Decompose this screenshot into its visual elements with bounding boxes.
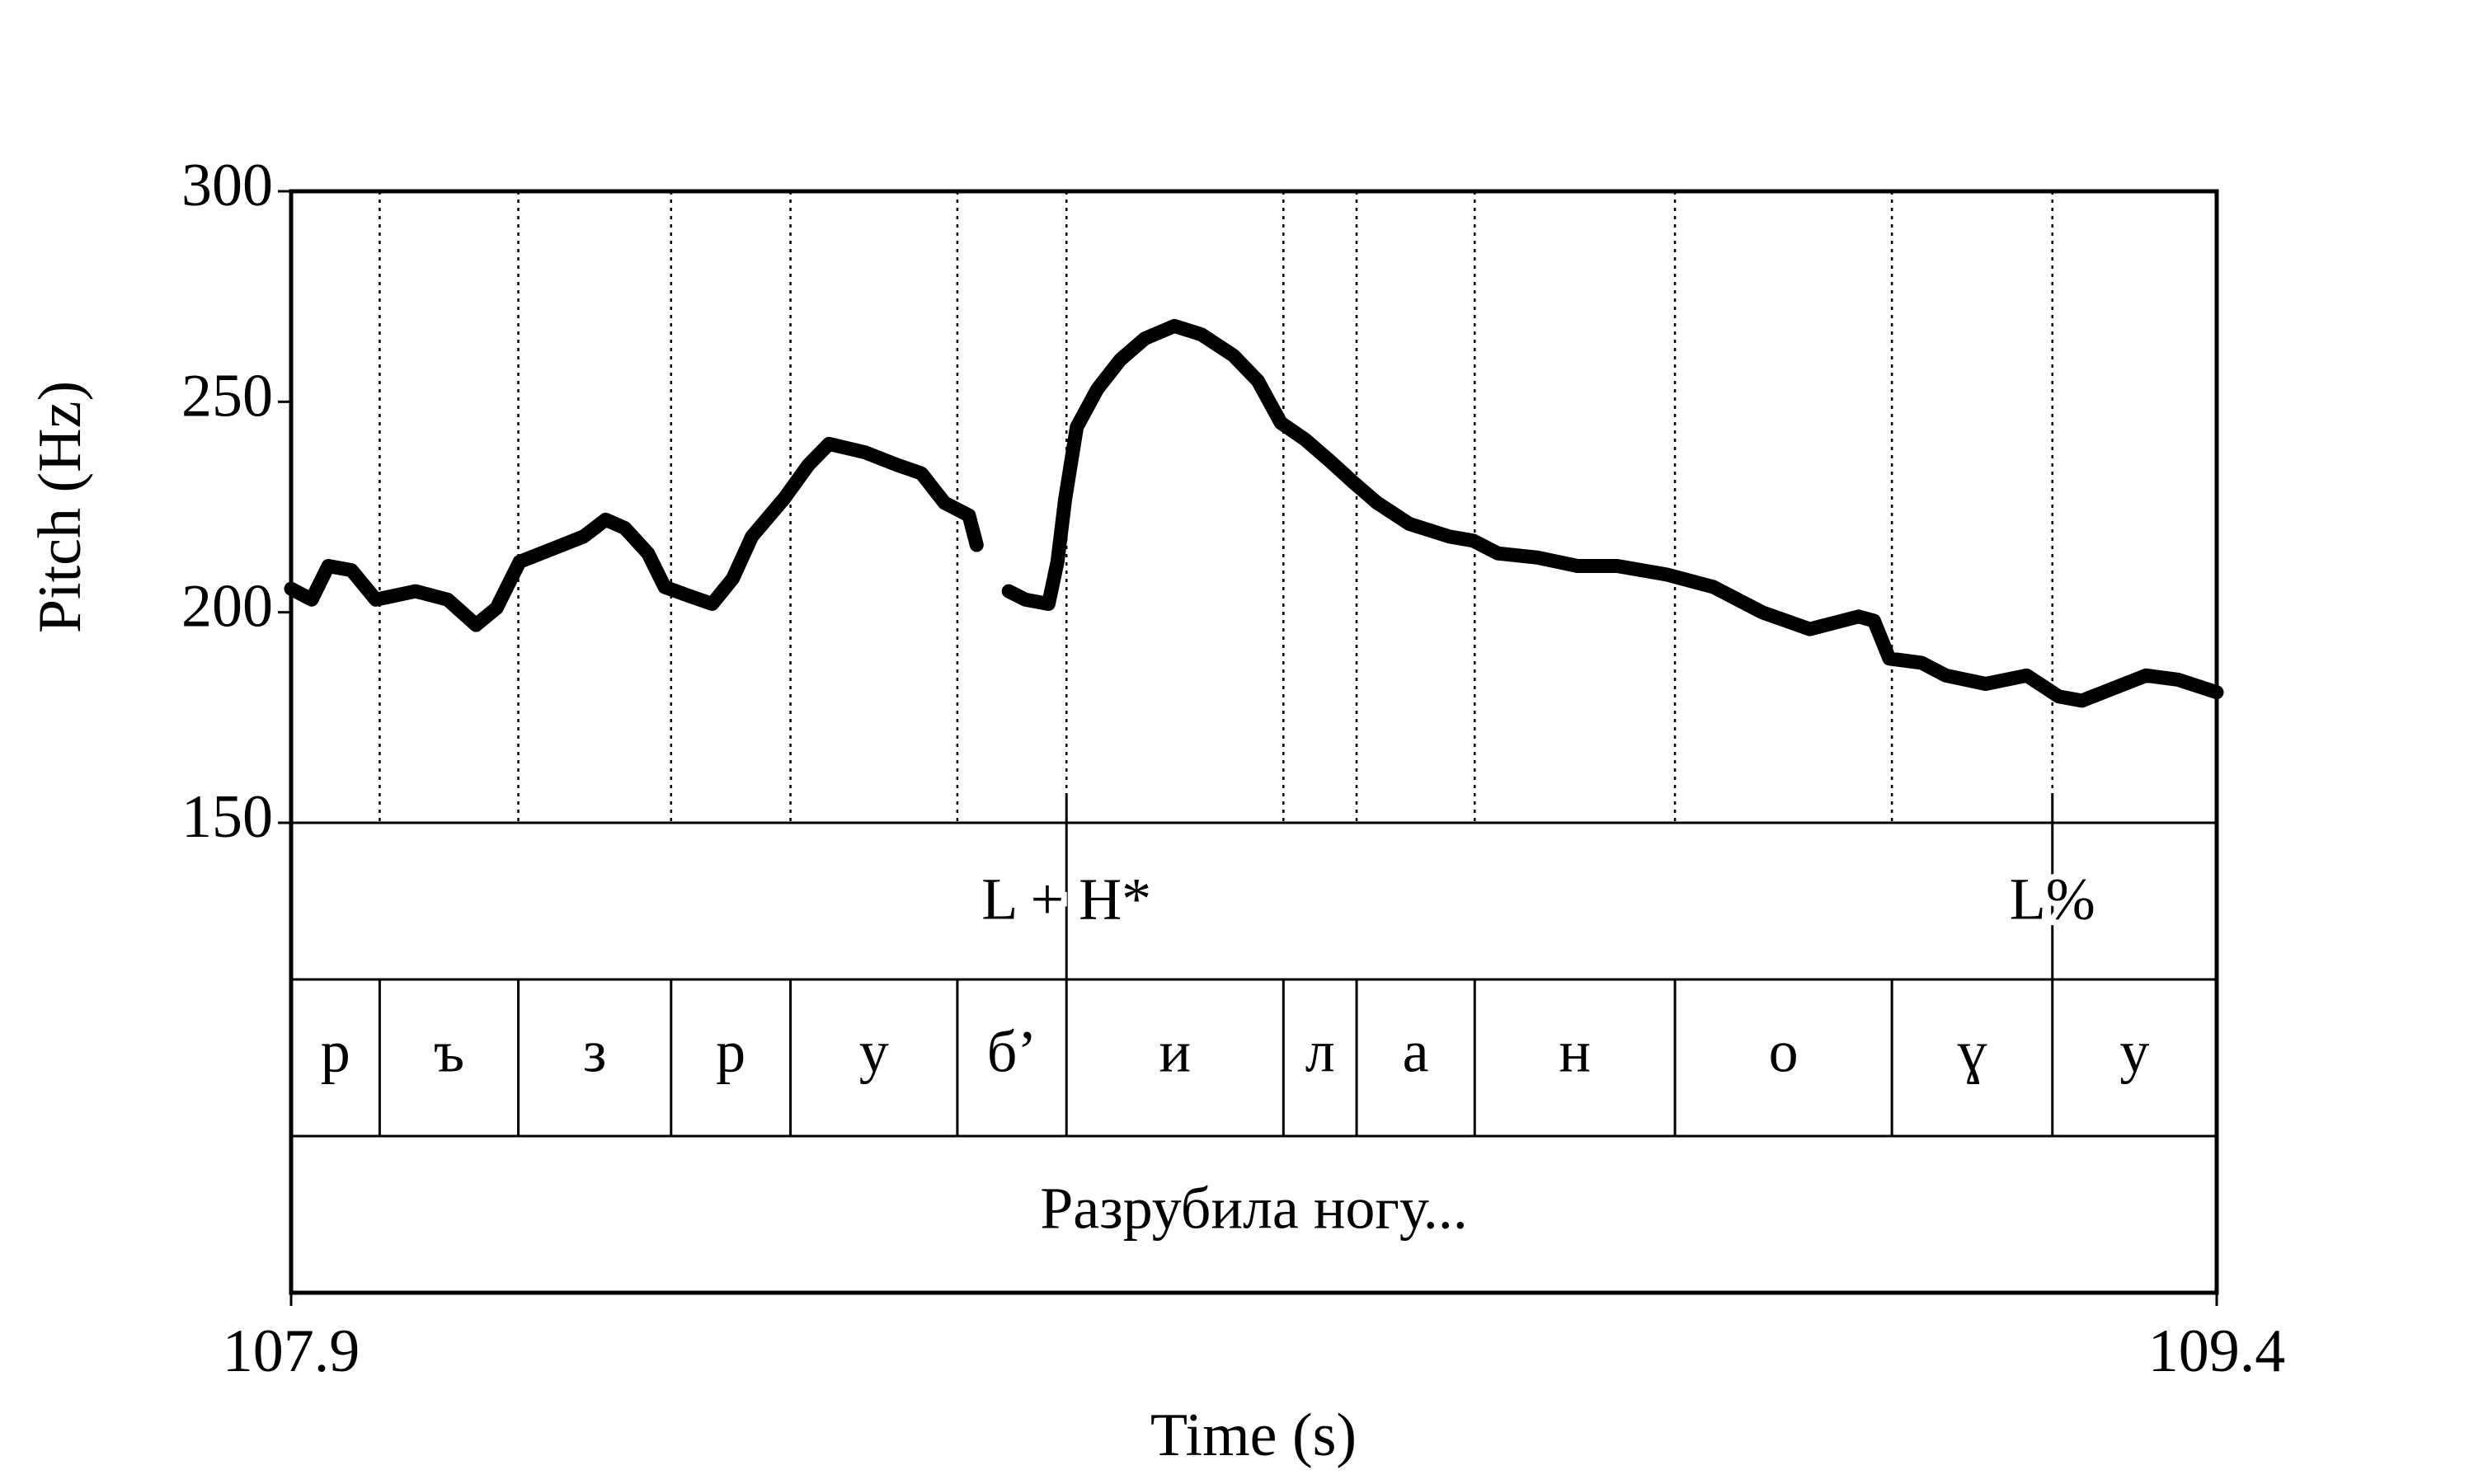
segment-label: а — [1403, 1019, 1429, 1085]
segment-label: р — [716, 1019, 745, 1085]
tone-label: L% — [2010, 866, 2095, 932]
segment-label: з — [583, 1019, 606, 1085]
segment-label: н — [1559, 1019, 1591, 1085]
segment-label: ъ — [434, 1019, 464, 1085]
pitch-line — [284, 318, 2224, 708]
frame — [289, 189, 2219, 1295]
segment-label: л — [1305, 1019, 1335, 1085]
segment-label: о — [1769, 1019, 1799, 1085]
y-tick-label: 250 — [181, 362, 273, 430]
x-tick-label: 109.4 — [2148, 1317, 2286, 1385]
x-tick-label: 107.9 — [223, 1317, 360, 1385]
segment-label: у — [2119, 1019, 2149, 1085]
y-tick-label: 200 — [181, 573, 273, 641]
y-axis-label: Pitch (Hz) — [26, 381, 94, 633]
segment-label: р — [321, 1019, 350, 1085]
segment-label: б’ — [987, 1019, 1037, 1085]
y-tick-label: 300 — [181, 152, 273, 219]
tone-label: L + H* — [981, 866, 1151, 932]
segment-label: и — [1159, 1019, 1191, 1085]
x-axis-label: Time (s) — [1150, 1402, 1357, 1469]
y-tick-label: 150 — [181, 783, 273, 851]
utterance: Разрубила ногу... — [1040, 1176, 1467, 1242]
segment-label: ɣ — [1957, 1019, 1987, 1085]
segment-label: у — [859, 1019, 889, 1085]
